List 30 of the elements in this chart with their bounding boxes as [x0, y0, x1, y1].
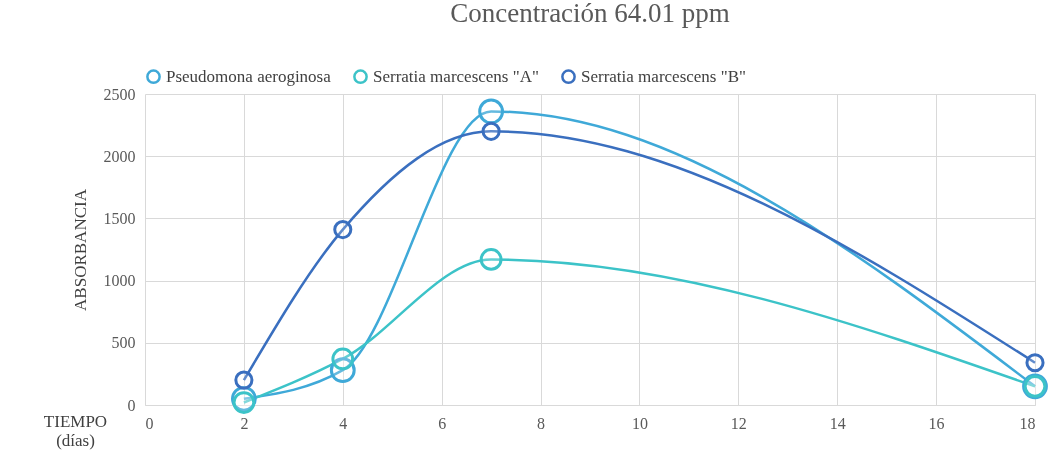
- y-tick-label: 2000: [103, 147, 136, 165]
- y-axis-title: ABSORBANCIA: [70, 188, 90, 311]
- point: [331, 347, 355, 371]
- x-tick-label: 18: [1019, 414, 1036, 432]
- legend-label: Serratia marcescens "A": [373, 66, 539, 86]
- x-axis-title: TIEMPO (días): [43, 411, 108, 450]
- y-tick-label: 0: [127, 396, 136, 414]
- point: [481, 121, 501, 141]
- point: [478, 98, 505, 125]
- x-tick-label: 10: [631, 414, 648, 432]
- legend-label: Serratia marcescens "B": [581, 66, 746, 86]
- point: [234, 370, 254, 390]
- y-tick-label: 500: [111, 334, 136, 352]
- chart-title: Concentración 64.01 ppm: [450, 0, 730, 28]
- x-tick-label: 14: [829, 414, 846, 432]
- y-tick-label: 2500: [103, 85, 136, 103]
- legend-label: Pseudomona aeroginosa: [166, 66, 332, 86]
- x-tick-label: 16: [928, 414, 945, 432]
- x-tick-label: 12: [730, 414, 747, 432]
- point: [232, 391, 256, 414]
- y-tick-label: 1000: [103, 272, 136, 290]
- point: [1025, 353, 1045, 373]
- x-tick-label: 8: [537, 414, 546, 432]
- x-tick-label: 6: [438, 414, 447, 432]
- y-tick-label: 1500: [103, 209, 136, 227]
- point: [479, 248, 503, 271]
- x-tick-label: 0: [145, 414, 154, 432]
- point: [333, 220, 353, 240]
- x-tick-label: 4: [339, 414, 348, 432]
- x-tick-label: 2: [240, 414, 249, 432]
